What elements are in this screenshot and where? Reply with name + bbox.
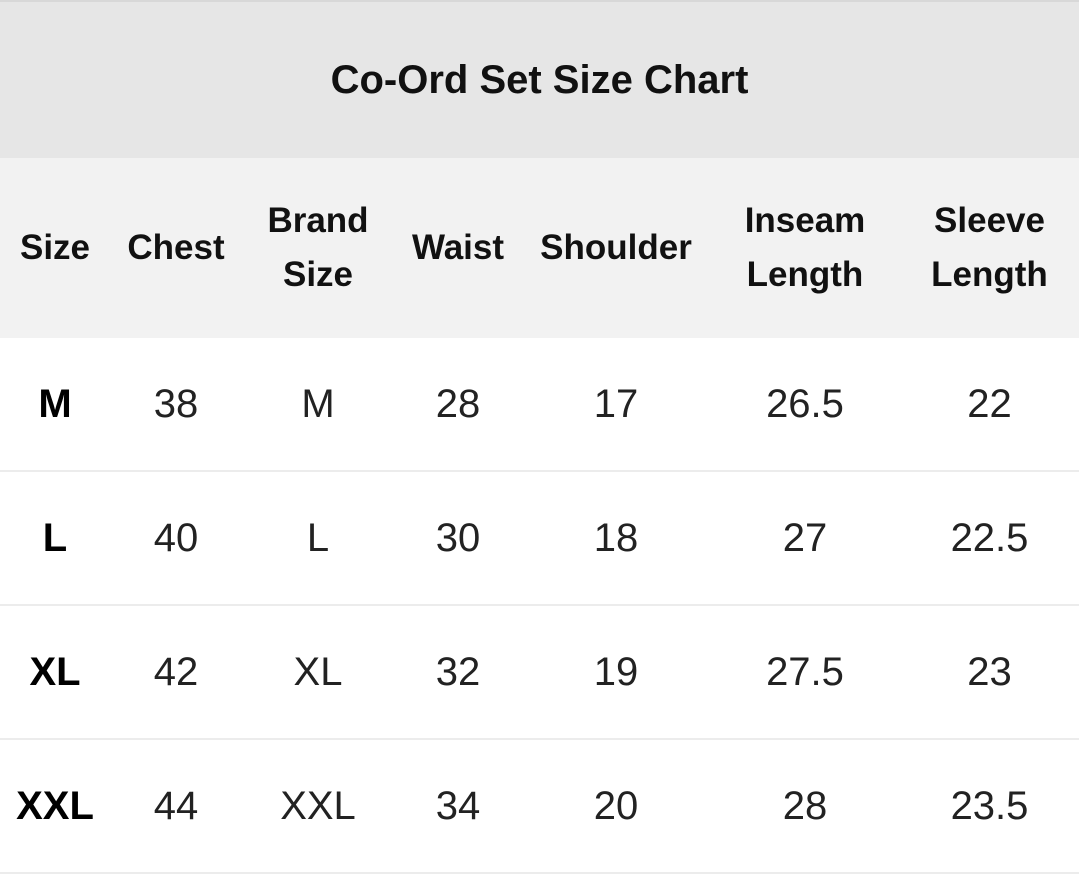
table-cell: 27.5 xyxy=(710,605,900,740)
table-cell: 23 xyxy=(900,605,1079,740)
chart-title: Co-Ord Set Size Chart xyxy=(0,0,1079,158)
table-cell: 28 xyxy=(710,739,900,874)
column-header: Size xyxy=(0,158,110,338)
column-header: Waist xyxy=(394,158,522,338)
header-text: Waist xyxy=(411,228,505,267)
size-table: Size Chest Brand Size Waist Shoulder Inseam Len… xyxy=(0,158,1079,874)
table-cell: XXL xyxy=(242,739,394,874)
size-cell: L xyxy=(0,471,110,606)
table-cell: 18 xyxy=(522,471,710,606)
table-cell: 19 xyxy=(522,605,710,740)
column-header: Chest xyxy=(110,158,242,338)
table-cell: 28 xyxy=(394,338,522,472)
header-text: Sleeve xyxy=(934,201,1045,240)
table-cell: 22.5 xyxy=(900,471,1079,606)
table-cell: 40 xyxy=(110,471,242,606)
table-cell: 17 xyxy=(522,338,710,472)
header-text: Size xyxy=(19,228,91,267)
table-cell: 23.5 xyxy=(900,739,1079,874)
header-text: Chest xyxy=(127,228,225,267)
size-cell: XL xyxy=(0,605,110,740)
table-cell: 20 xyxy=(522,739,710,874)
table-cell: 22 xyxy=(900,338,1079,472)
header-text: Length xyxy=(931,255,1048,294)
header-text: Inseam xyxy=(744,201,866,240)
header-text: Length xyxy=(746,255,864,294)
size-cell: XXL xyxy=(0,739,110,874)
header-text: Brand xyxy=(267,201,369,240)
table-cell: XL xyxy=(242,605,394,740)
column-header: Inseam Length xyxy=(710,158,900,338)
table-cell: 26.5 xyxy=(710,338,900,472)
column-header: Brand Size xyxy=(242,158,394,338)
table-row: XXL 44 XXL 34 20 28 23.5 xyxy=(0,739,1079,874)
table-row: M 38 M 28 17 26.5 22 xyxy=(0,338,1079,472)
table-cell: 38 xyxy=(110,338,242,472)
table-row: XL 42 XL 32 19 27.5 23 xyxy=(0,605,1079,740)
column-header: Sleeve Length xyxy=(900,158,1079,338)
table-cell: L xyxy=(242,471,394,606)
table-row: L 40 L 30 18 27 22.5 xyxy=(0,471,1079,606)
table-cell: 27 xyxy=(710,471,900,606)
size-cell: M xyxy=(0,338,110,472)
table-cell: 32 xyxy=(394,605,522,740)
table-cell: 30 xyxy=(394,471,522,606)
table-cell: 44 xyxy=(110,739,242,874)
column-header: Shoulder xyxy=(522,158,710,338)
header-text: Shoulder xyxy=(540,228,692,267)
table-cell: M xyxy=(242,338,394,472)
header-text: Size xyxy=(282,255,354,294)
table-cell: 34 xyxy=(394,739,522,874)
table-cell: 42 xyxy=(110,605,242,740)
